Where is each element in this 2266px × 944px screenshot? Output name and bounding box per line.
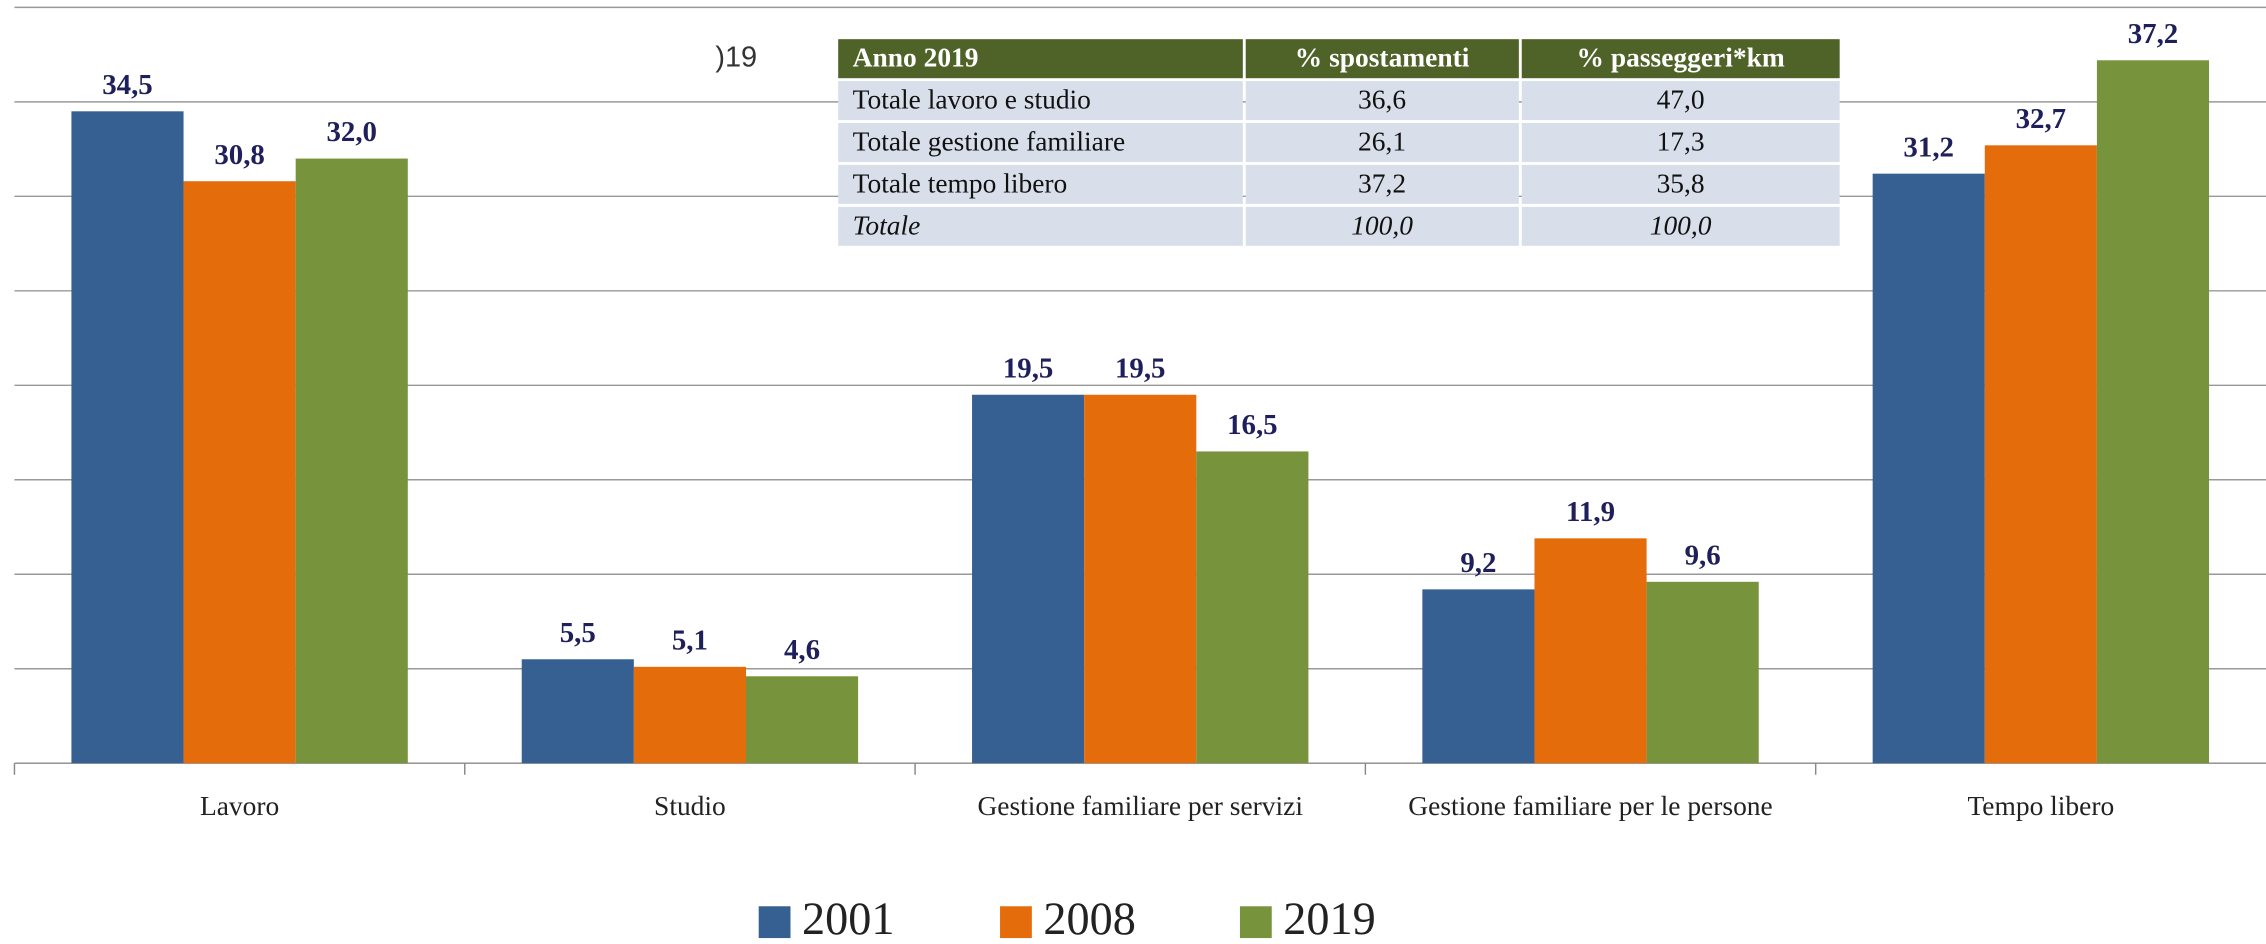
x-tick-label-box: Lavoro	[199, 792, 280, 823]
bar	[1984, 145, 2097, 764]
table-header-cell: % passeggeri*km	[1521, 39, 1840, 79]
table-cell: 47,0	[1521, 81, 1840, 121]
table-cell: 26,1	[1245, 122, 1519, 163]
value-label: 16,5	[1227, 409, 1278, 441]
value-label: 32,0	[326, 116, 377, 148]
bar	[521, 659, 634, 764]
bar	[1422, 589, 1535, 764]
bar	[1084, 394, 1197, 764]
x-tick-label: Studio	[654, 792, 726, 823]
x-tick-label-box: Studio	[654, 792, 726, 823]
table-cell: Totale	[838, 206, 1243, 246]
bar	[1196, 451, 1309, 764]
table-cell: 100,0	[1245, 206, 1519, 246]
value-label: 32,7	[2016, 103, 2067, 135]
x-tick-label: Tempo libero	[1967, 792, 2115, 823]
table-cell: 36,6	[1245, 81, 1519, 121]
bar	[1646, 581, 1759, 764]
value-label: 19,5	[1115, 352, 1166, 384]
x-tick-label-box: Gestione familiare per servizi	[977, 792, 1303, 823]
value-label: 4,6	[784, 634, 820, 666]
value-label: 37,2	[2128, 18, 2179, 50]
bar	[71, 111, 184, 764]
table-row: Totale 100,0 100,0	[838, 206, 1840, 246]
table-cell: 37,2	[1245, 164, 1519, 204]
value-label: 5,1	[672, 624, 708, 656]
table-cell: Totale lavoro e studio	[838, 81, 1243, 121]
bar	[1872, 173, 1985, 764]
value-label: 11,9	[1566, 496, 1615, 528]
value-label: 9,6	[1685, 539, 1721, 571]
table-header-cell: Anno 2019	[838, 39, 1243, 79]
table-cell: Totale tempo libero	[838, 164, 1243, 204]
x-tick-label: Gestione familiare per le persone	[1408, 792, 1773, 823]
table-header-cell: % spostamenti	[1245, 39, 1519, 79]
value-label: 9,2	[1460, 547, 1496, 579]
bar	[2096, 60, 2210, 764]
value-label: 30,8	[214, 139, 265, 171]
table-row: Totale tempo libero 37,2 35,8	[838, 164, 1840, 204]
table-row: Totale gestione familiare 26,1 17,3	[838, 122, 1840, 163]
bar	[183, 181, 296, 764]
table-row: Totale lavoro e studio 36,6 47,0	[838, 81, 1840, 121]
value-label: 19,5	[1003, 352, 1054, 384]
table-header-row: Anno 2019% spostamenti% passeggeri*km	[838, 39, 1840, 79]
value-label: 31,2	[1903, 131, 1954, 163]
bar	[295, 158, 408, 764]
legend-label: 2001	[802, 894, 894, 944]
x-tick-label: Lavoro	[199, 792, 280, 823]
table-cell: Totale gestione familiare	[838, 122, 1243, 163]
table-box: Anno 2019% spostamenti% passeggeri*kmTot…	[835, 36, 1842, 248]
bar	[633, 666, 746, 764]
bar	[1534, 538, 1647, 764]
legend-swatch	[758, 906, 791, 939]
table-cell: 100,0	[1521, 206, 1840, 246]
annotation: )19	[715, 42, 757, 74]
table-cell: 17,3	[1521, 122, 1840, 163]
x-tick-label-box: Gestione familiare per le persone	[1408, 792, 1773, 823]
x-tick-label-box: Tempo libero	[1967, 792, 2115, 823]
legend-label: 2008	[1043, 894, 1135, 944]
table-cell: 35,8	[1521, 164, 1840, 204]
value-label: 5,5	[560, 617, 596, 649]
data-table: Anno 2019% spostamenti% passeggeri*km Tot…	[835, 36, 1842, 248]
x-tick-label: Gestione familiare per servizi	[977, 792, 1303, 823]
value-label: 34,5	[102, 69, 153, 101]
bar	[745, 676, 859, 764]
legend-swatch	[1000, 906, 1032, 939]
legend-label: 2019	[1283, 894, 1375, 944]
bar	[972, 394, 1085, 764]
legend-swatch	[1239, 906, 1272, 939]
